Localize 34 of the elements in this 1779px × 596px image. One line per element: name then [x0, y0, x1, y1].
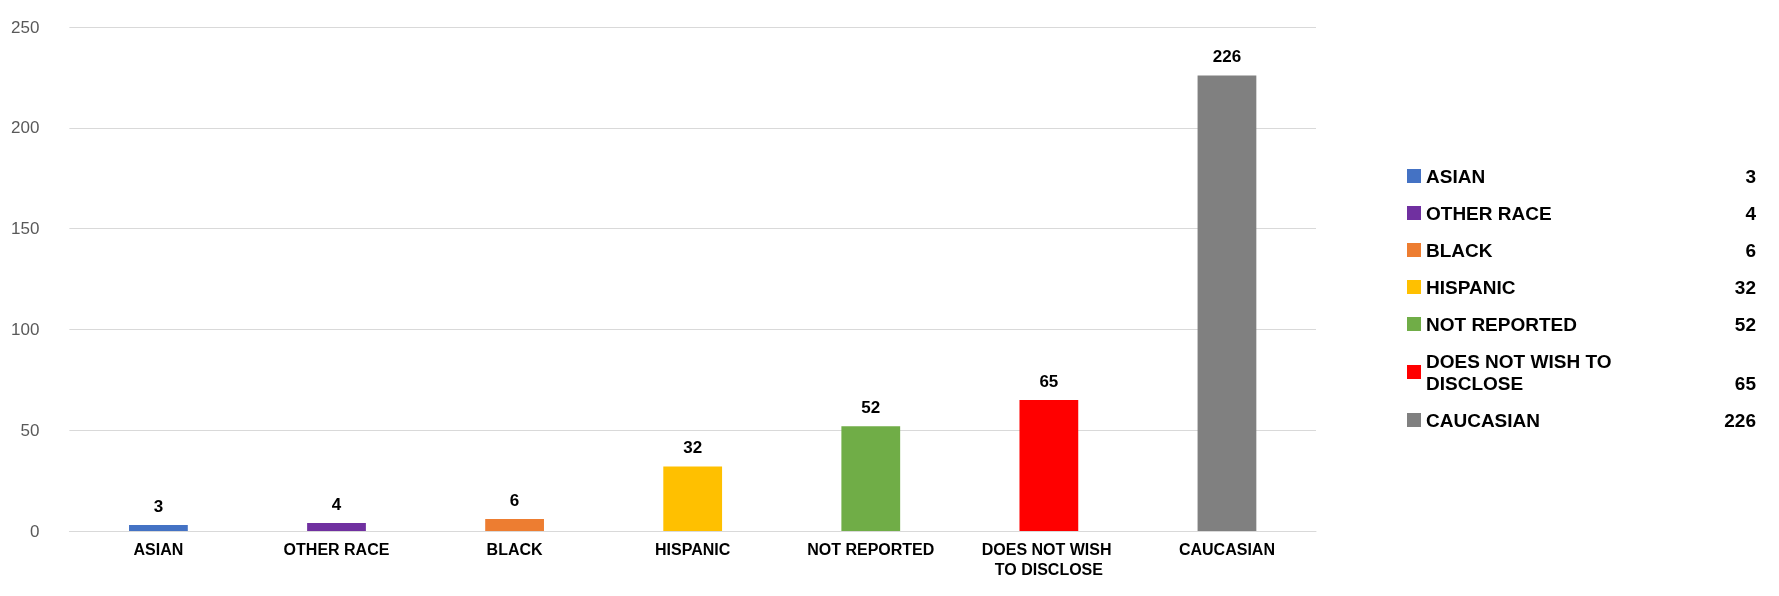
legend-label: CAUCASIAN	[1426, 409, 1540, 431]
data-label: 65	[1039, 371, 1059, 391]
text: 6	[1745, 239, 1756, 261]
x-tick-label: OTHER RACE	[283, 540, 390, 558]
data-label: 32	[683, 438, 703, 458]
y-tick-label: 150	[10, 219, 40, 239]
text: 226	[1724, 409, 1756, 431]
x-tick-label: NOT REPORTED	[807, 540, 935, 558]
legend-label: DOES NOT WISH TO DISCLOSE	[1426, 350, 1612, 394]
x-tick-label: DOES NOT WISH TO DISCLOSE	[981, 540, 1116, 578]
text: 52	[1734, 313, 1756, 335]
x-tick-label: ASIAN	[133, 540, 184, 558]
x-tick-label: CAUCASIAN	[1178, 540, 1275, 558]
y-tick-label: 50	[20, 420, 40, 440]
text: 3	[1745, 165, 1756, 187]
y-tick-label: 0	[29, 521, 40, 541]
text: 4	[1745, 202, 1756, 224]
y-tick-label: 100	[10, 319, 40, 339]
legend-label: ASIAN	[1426, 165, 1486, 187]
data-label: 52	[861, 398, 881, 418]
text: 32	[1734, 276, 1756, 298]
y-tick-label: 200	[10, 118, 40, 138]
text: 65	[1734, 372, 1756, 394]
data-label: 226	[1212, 47, 1242, 67]
y-tick-label: 250	[10, 17, 40, 37]
legend-label: HISPANIC	[1426, 276, 1516, 298]
data-label: 3	[153, 496, 164, 516]
x-tick-label: HISPANIC	[655, 540, 731, 558]
legend-label: NOT REPORTED	[1426, 313, 1577, 335]
data-label: 6	[509, 490, 520, 510]
legend-label: OTHER RACE	[1426, 202, 1552, 224]
x-tick-label: BLACK	[486, 540, 544, 558]
legend-label: BLACK	[1426, 239, 1493, 261]
data-label: 4	[331, 494, 342, 514]
